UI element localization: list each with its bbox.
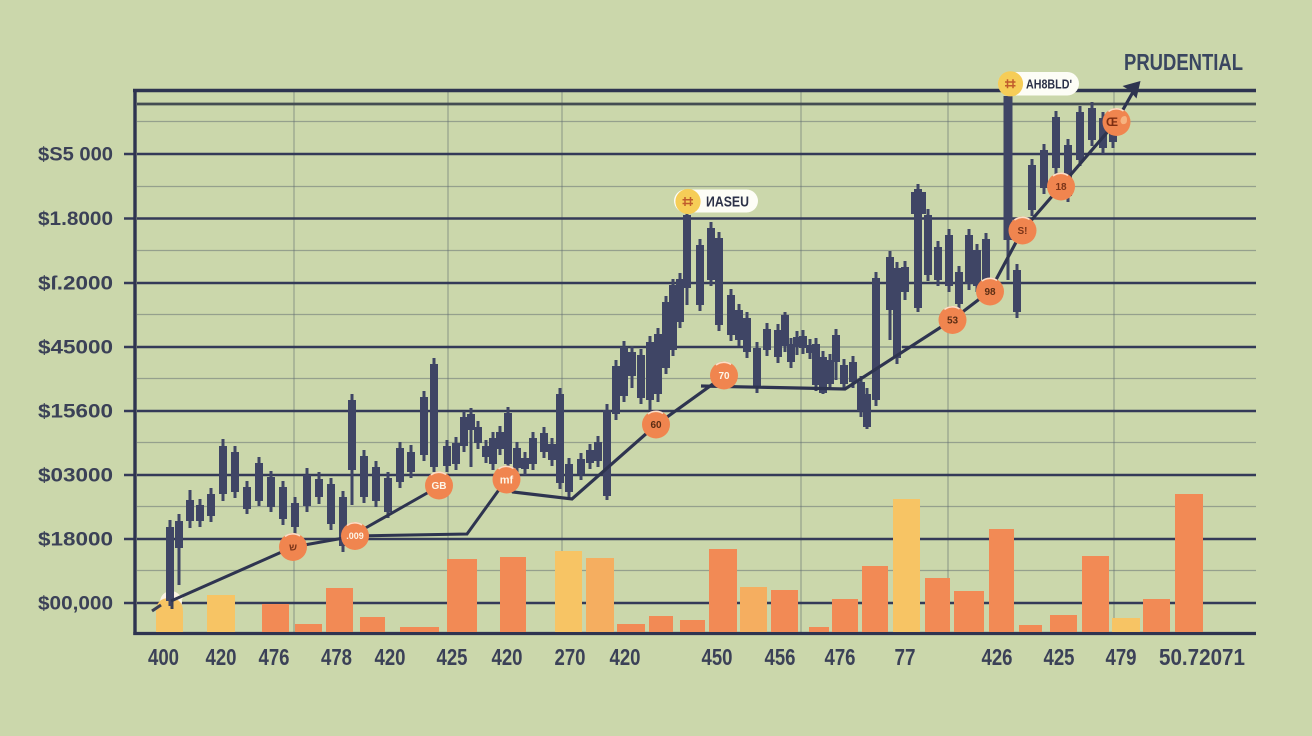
svg-text:Œ: Œ <box>1106 115 1118 129</box>
svg-text:77: 77 <box>895 644 916 670</box>
svg-text:ИASEU: ИASEU <box>706 193 749 210</box>
svg-text:.009: .009 <box>346 531 364 541</box>
svg-text:420: 420 <box>375 644 406 670</box>
svg-text:60: 60 <box>650 420 662 431</box>
svg-text:476: 476 <box>259 644 290 670</box>
svg-text:70: 70 <box>718 371 730 382</box>
svg-text:478: 478 <box>321 644 352 670</box>
svg-text:425: 425 <box>437 644 468 670</box>
svg-text:$15600: $15600 <box>38 401 113 423</box>
svg-text:PRUDENTIAL: PRUDENTIAL <box>1124 49 1243 75</box>
svg-text:AH8BLDʹ: AH8BLDʹ <box>1026 76 1072 91</box>
svg-text:479: 479 <box>1106 644 1137 670</box>
svg-text:ש: ש <box>289 543 297 554</box>
svg-text:$1.8000: $1.8000 <box>38 208 113 230</box>
svg-text:420: 420 <box>492 644 523 670</box>
svg-text:GB: GB <box>432 481 447 492</box>
svg-text:$S5 000: $S5 000 <box>38 144 113 166</box>
svg-text:53: 53 <box>947 316 959 327</box>
svg-text:426: 426 <box>982 644 1013 670</box>
svg-text:270: 270 <box>555 644 586 670</box>
svg-text:$00,000: $00,000 <box>38 593 113 615</box>
svg-text:420: 420 <box>610 644 641 670</box>
svg-text:450: 450 <box>702 644 733 670</box>
svg-text:mf: mf <box>500 474 514 486</box>
svg-text:$45000: $45000 <box>38 337 113 359</box>
svg-text:$18000: $18000 <box>38 529 113 551</box>
svg-text:$03000: $03000 <box>38 465 113 487</box>
svg-text:98: 98 <box>984 287 996 298</box>
svg-text:18: 18 <box>1055 182 1067 193</box>
svg-text:456: 456 <box>765 644 796 670</box>
svg-text:420: 420 <box>206 644 237 670</box>
svg-text:425: 425 <box>1044 644 1075 670</box>
svg-text:476: 476 <box>825 644 856 670</box>
svg-text:400: 400 <box>148 644 179 670</box>
svg-text:50.72071: 50.72071 <box>1159 644 1245 670</box>
svg-text:$ſ.2000: $ſ.2000 <box>38 273 113 295</box>
svg-text:S!: S! <box>1018 226 1028 237</box>
